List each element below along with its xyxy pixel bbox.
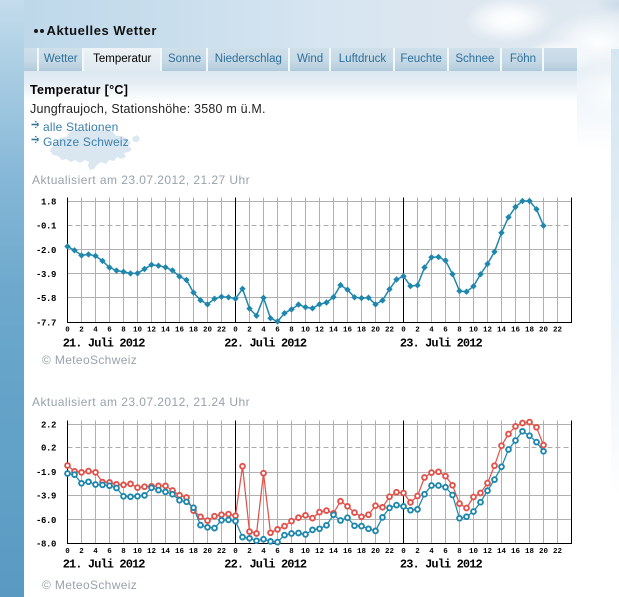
svg-text:-0.1: -0.1 xyxy=(36,222,57,232)
svg-text:18: 18 xyxy=(189,548,199,556)
svg-text:6: 6 xyxy=(443,327,448,335)
svg-text:4: 4 xyxy=(429,327,434,335)
svg-text:-2.0: -2.0 xyxy=(36,246,56,256)
svg-text:-3.9: -3.9 xyxy=(36,270,56,280)
svg-text:18: 18 xyxy=(525,327,535,335)
svg-text:4: 4 xyxy=(93,327,98,335)
svg-text:14: 14 xyxy=(497,548,507,556)
svg-text:2: 2 xyxy=(79,548,84,556)
svg-text:18: 18 xyxy=(357,548,367,556)
svg-text:21. Juli 2012: 21. Juli 2012 xyxy=(63,337,146,351)
svg-text:12: 12 xyxy=(315,548,325,556)
svg-text:23. Juli 2012: 23. Juli 2012 xyxy=(400,337,483,351)
svg-text:22. Juli 2012: 22. Juli 2012 xyxy=(224,337,307,351)
svg-text:16: 16 xyxy=(343,327,353,335)
svg-text:6: 6 xyxy=(275,548,280,556)
svg-text:20: 20 xyxy=(539,548,549,556)
svg-text:14: 14 xyxy=(161,548,171,556)
svg-text:8: 8 xyxy=(289,327,294,335)
svg-text:12: 12 xyxy=(315,327,325,335)
svg-text:16: 16 xyxy=(175,548,185,556)
svg-text:2: 2 xyxy=(247,548,252,556)
svg-text:20: 20 xyxy=(203,327,213,335)
svg-text:0: 0 xyxy=(233,548,238,556)
svg-text:10: 10 xyxy=(133,327,143,335)
svg-text:10: 10 xyxy=(133,548,143,556)
svg-text:-1.9: -1.9 xyxy=(36,468,56,478)
svg-text:2: 2 xyxy=(415,327,420,335)
svg-text:0: 0 xyxy=(401,327,406,335)
svg-text:22: 22 xyxy=(385,327,395,335)
svg-text:16: 16 xyxy=(175,327,185,335)
svg-text:10: 10 xyxy=(301,327,311,335)
svg-text:1.8: 1.8 xyxy=(41,198,56,208)
svg-text:2: 2 xyxy=(79,327,84,335)
svg-text:-5.8: -5.8 xyxy=(36,294,56,304)
svg-text:23. Juli 2012: 23. Juli 2012 xyxy=(400,558,483,572)
svg-text:14: 14 xyxy=(161,327,171,335)
svg-text:8: 8 xyxy=(121,548,126,556)
svg-text:20: 20 xyxy=(371,327,381,335)
svg-text:-3.9: -3.9 xyxy=(36,492,56,502)
svg-text:6: 6 xyxy=(275,327,280,335)
svg-text:20: 20 xyxy=(371,548,381,556)
svg-text:8: 8 xyxy=(457,548,462,556)
svg-text:2: 2 xyxy=(415,548,420,556)
svg-text:12: 12 xyxy=(483,548,493,556)
svg-text:8: 8 xyxy=(289,548,294,556)
svg-text:10: 10 xyxy=(469,548,479,556)
svg-text:6: 6 xyxy=(107,327,112,335)
svg-text:22: 22 xyxy=(217,548,227,556)
svg-text:0: 0 xyxy=(65,548,70,556)
svg-text:2.2: 2.2 xyxy=(41,420,56,430)
svg-text:8: 8 xyxy=(457,327,462,335)
svg-text:18: 18 xyxy=(525,548,535,556)
svg-text:0: 0 xyxy=(233,327,238,335)
svg-text:16: 16 xyxy=(343,548,353,556)
svg-text:12: 12 xyxy=(147,327,157,335)
svg-text:14: 14 xyxy=(497,327,507,335)
svg-text:22: 22 xyxy=(553,548,563,556)
svg-text:18: 18 xyxy=(357,327,367,335)
svg-text:10: 10 xyxy=(469,327,479,335)
svg-text:6: 6 xyxy=(107,548,112,556)
svg-text:20: 20 xyxy=(203,548,213,556)
svg-text:14: 14 xyxy=(329,548,339,556)
svg-text:12: 12 xyxy=(483,327,493,335)
svg-text:4: 4 xyxy=(261,548,266,556)
svg-text:22: 22 xyxy=(217,327,227,335)
svg-text:-6.0: -6.0 xyxy=(36,516,56,526)
svg-text:20: 20 xyxy=(539,327,549,335)
svg-text:16: 16 xyxy=(511,327,521,335)
svg-text:4: 4 xyxy=(261,327,266,335)
svg-text:21. Juli 2012: 21. Juli 2012 xyxy=(63,558,146,572)
svg-text:0.2: 0.2 xyxy=(41,444,56,454)
svg-text:22. Juli 2012: 22. Juli 2012 xyxy=(224,558,307,572)
svg-text:16: 16 xyxy=(511,548,521,556)
svg-text:18: 18 xyxy=(189,327,199,335)
svg-text:0: 0 xyxy=(65,327,70,335)
svg-text:-7.7: -7.7 xyxy=(36,318,56,328)
svg-text:-8.0: -8.0 xyxy=(36,540,56,550)
svg-text:14: 14 xyxy=(329,327,339,335)
svg-text:8: 8 xyxy=(121,327,126,335)
svg-text:10: 10 xyxy=(301,548,311,556)
svg-text:22: 22 xyxy=(553,327,563,335)
svg-text:12: 12 xyxy=(147,548,157,556)
svg-text:0: 0 xyxy=(401,548,406,556)
svg-text:4: 4 xyxy=(429,548,434,556)
svg-text:4: 4 xyxy=(93,548,98,556)
svg-text:22: 22 xyxy=(385,548,395,556)
svg-text:2: 2 xyxy=(247,327,252,335)
svg-text:6: 6 xyxy=(443,548,448,556)
